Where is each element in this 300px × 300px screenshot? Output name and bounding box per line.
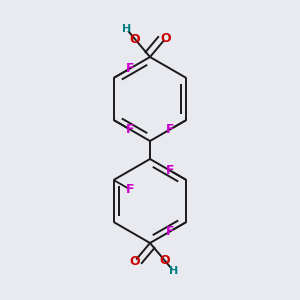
Text: O: O bbox=[130, 33, 140, 46]
Text: O: O bbox=[160, 32, 171, 45]
Text: F: F bbox=[125, 62, 134, 75]
Text: F: F bbox=[166, 225, 175, 238]
Text: F: F bbox=[125, 123, 134, 136]
Text: O: O bbox=[129, 255, 140, 268]
Text: O: O bbox=[160, 254, 170, 267]
Text: F: F bbox=[166, 123, 175, 136]
Text: F: F bbox=[166, 164, 175, 177]
Text: F: F bbox=[125, 183, 134, 196]
Text: H: H bbox=[169, 266, 178, 276]
Text: H: H bbox=[122, 24, 131, 34]
